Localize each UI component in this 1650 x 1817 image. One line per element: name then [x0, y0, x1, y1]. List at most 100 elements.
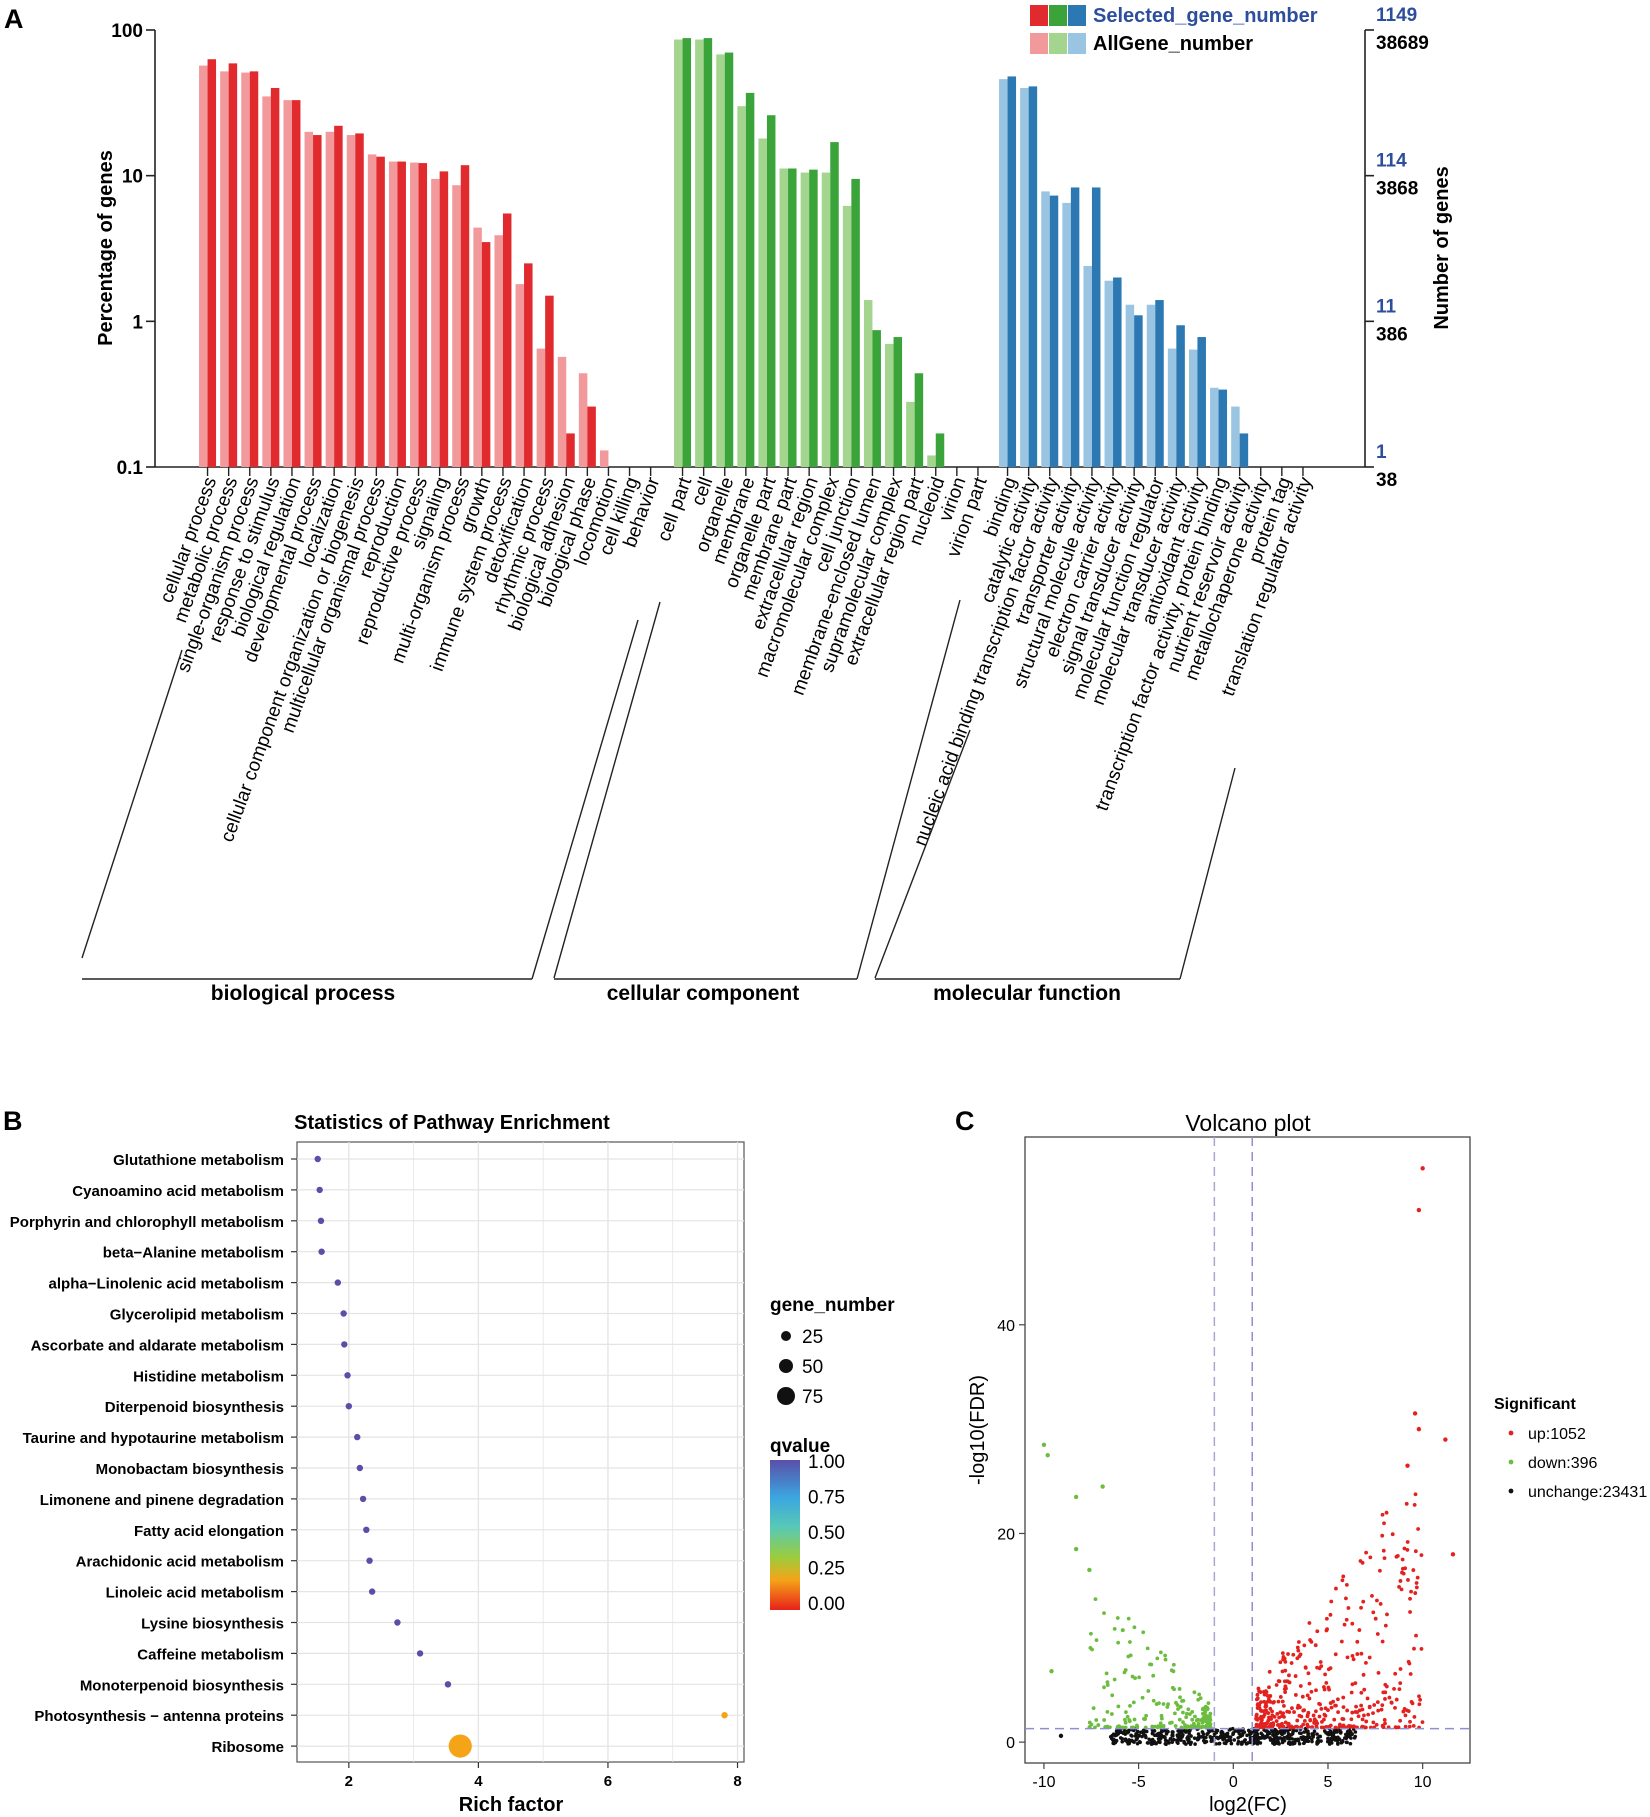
down-point [1191, 1721, 1196, 1726]
bracket-right-line [531, 619, 639, 980]
up-point [1382, 1521, 1386, 1526]
legend-all-label: AllGene_number [1093, 33, 1253, 55]
notable-point-down [1087, 1567, 1092, 1573]
up-point [1278, 1660, 1283, 1665]
bar-selected-cellular-process [207, 59, 217, 467]
panel-label-b: B [3, 1106, 23, 1136]
unchange-point [1261, 1734, 1265, 1739]
up-point [1264, 1689, 1268, 1693]
up-point [1268, 1706, 1273, 1711]
up-point [1387, 1695, 1392, 1700]
up-point [1281, 1724, 1286, 1729]
up-point [1409, 1589, 1413, 1594]
down-point [1184, 1715, 1189, 1720]
pathway-label-arachidonic-acid-metabolism: Arachidonic acid metabolism [76, 1554, 284, 1571]
unchange-point [1164, 1729, 1169, 1733]
bracket-right-line [856, 599, 961, 980]
x-tick-label: 4 [474, 1773, 483, 1790]
pathway-label-alpha-linolenic-acid-metabolism: alpha−Linolenic acid metabolism [49, 1276, 284, 1293]
y-tick-label: 0.1 [117, 458, 144, 479]
up-point [1341, 1717, 1346, 1722]
down-point [1206, 1701, 1211, 1706]
up-point [1334, 1586, 1338, 1591]
color-legend-label: 1.00 [808, 1452, 845, 1473]
bar-all-molecular-function-regulator [1146, 304, 1156, 467]
up-point [1413, 1492, 1418, 1497]
unchange-point [1297, 1741, 1302, 1746]
bar-selected-growth [481, 242, 491, 467]
up-point [1354, 1704, 1358, 1709]
up-point [1282, 1687, 1287, 1691]
unchange-point [1216, 1736, 1220, 1741]
down-point [1142, 1717, 1146, 1721]
plot-area-c [1024, 1136, 1471, 1764]
point-glutathione-metabolism [314, 1155, 321, 1163]
unchange-point [1349, 1732, 1354, 1737]
bar-all-transcription-factor-activity-protein-binding [1210, 387, 1219, 467]
up-point [1324, 1616, 1329, 1621]
down-point [1178, 1695, 1182, 1700]
unchange-point [1115, 1732, 1119, 1737]
down-point [1184, 1711, 1189, 1716]
up-point [1313, 1643, 1318, 1648]
unchange-point [1348, 1741, 1353, 1746]
up-point [1307, 1696, 1312, 1701]
up-point [1285, 1709, 1290, 1714]
up-point [1256, 1686, 1261, 1691]
up-point [1258, 1716, 1263, 1721]
up-point [1380, 1512, 1385, 1517]
unchange-point [1301, 1741, 1306, 1746]
bar-all-binding [999, 79, 1008, 467]
unchange-point [1209, 1739, 1214, 1744]
down-point [1190, 1709, 1195, 1714]
down-point [1173, 1711, 1177, 1716]
up-point [1345, 1708, 1350, 1713]
bar-selected-signal-transducer-activity [1134, 315, 1143, 467]
up-point [1265, 1721, 1269, 1725]
unchange-point [1330, 1733, 1335, 1737]
unchange-point [1228, 1735, 1233, 1739]
up-point [1318, 1702, 1323, 1707]
right-y-axis-title: Number of genes [1431, 166, 1453, 329]
up-point [1259, 1708, 1263, 1713]
up-point [1375, 1598, 1379, 1603]
up-point [1257, 1703, 1262, 1708]
up-point [1349, 1690, 1354, 1695]
unchange-point [1155, 1732, 1160, 1737]
up-point [1319, 1725, 1324, 1730]
down-point [1091, 1706, 1096, 1711]
unchange-point [1288, 1742, 1293, 1747]
x-tick-label: 10 [1414, 1774, 1432, 1791]
up-point [1382, 1556, 1387, 1561]
pathway-label-monobactam-biosynthesis: Monobactam biosynthesis [96, 1461, 284, 1478]
down-point [1170, 1685, 1175, 1690]
up-point [1296, 1648, 1301, 1653]
up-point [1375, 1632, 1380, 1636]
up-point [1355, 1652, 1360, 1656]
unchange-point [1179, 1738, 1183, 1742]
unchange-point [1180, 1730, 1184, 1735]
unchange-point [1296, 1737, 1300, 1742]
up-point [1336, 1697, 1340, 1702]
down-point [1197, 1692, 1202, 1697]
unchange-point [1187, 1731, 1191, 1736]
bar-all-catalytic-activity [1020, 87, 1029, 468]
up-point [1272, 1699, 1276, 1704]
down-point [1109, 1712, 1114, 1716]
down-point [1158, 1650, 1163, 1655]
up-point [1314, 1724, 1319, 1729]
up-point [1349, 1717, 1354, 1722]
unchange-point [1176, 1741, 1180, 1745]
unchange-point [1315, 1739, 1320, 1744]
up-point [1259, 1700, 1263, 1705]
unchange-point [1168, 1737, 1173, 1741]
unchange-point [1129, 1733, 1133, 1738]
unchange-point [1276, 1730, 1281, 1735]
unchange-point [1189, 1740, 1193, 1745]
up-point [1403, 1724, 1408, 1729]
up-point [1341, 1705, 1346, 1710]
point-lysine-biosynthesis [394, 1619, 401, 1626]
up-point [1340, 1578, 1345, 1583]
up-point [1254, 1697, 1259, 1702]
unchange-point [1222, 1741, 1227, 1745]
